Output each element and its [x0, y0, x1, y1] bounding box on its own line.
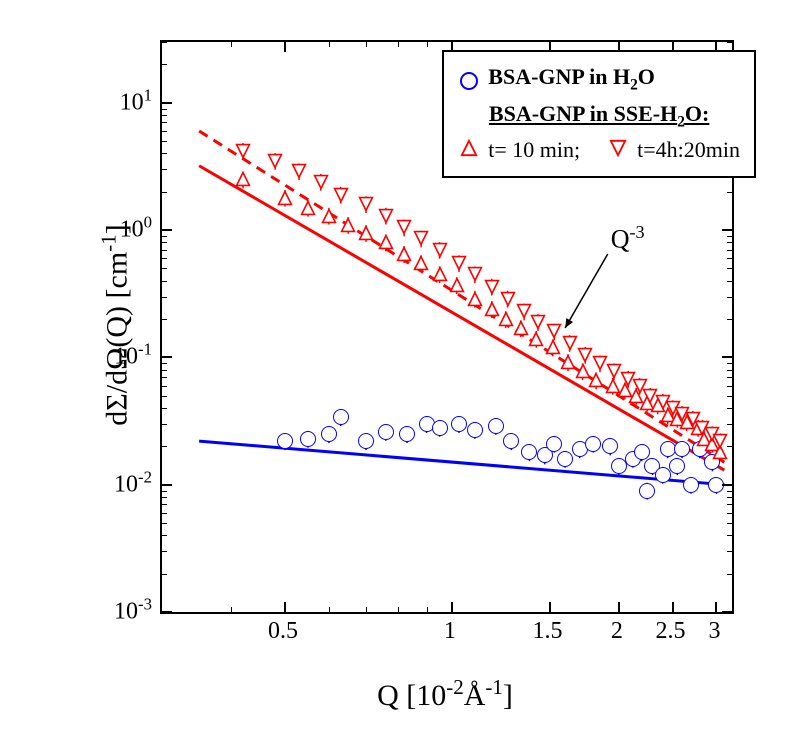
- x-axis-label: Q [10-2Å-1]: [377, 675, 513, 713]
- y-tick-label: 10-1: [114, 340, 152, 371]
- legend-title: BSA-GNP in SSE-H2O:: [458, 97, 740, 134]
- y-tick-label: 101: [120, 85, 152, 116]
- y-tick-label: 10-2: [114, 467, 152, 498]
- y-axis-label: dΣ/dΩ(Q) [cm-1]: [97, 224, 135, 425]
- y-tick-label: 100: [120, 213, 152, 244]
- legend: BSA-GNP in H2OBSA-GNP in SSE-H2O:t= 10 m…: [442, 50, 756, 178]
- x-tick-label: 2.5: [656, 618, 686, 645]
- x-tick-label: 2: [611, 618, 623, 645]
- legend-row: t= 10 min; t=4h:20min: [458, 133, 740, 166]
- legend-row: BSA-GNP in H2O: [458, 60, 740, 97]
- x-tick-label: 0.5: [268, 618, 298, 645]
- x-tick-label: 1.5: [533, 618, 563, 645]
- x-tick-label: 1: [444, 618, 456, 645]
- y-tick-label: 10-3: [114, 595, 152, 626]
- annotation-q-3: Q-3: [611, 222, 645, 255]
- x-tick-label: 3: [708, 618, 720, 645]
